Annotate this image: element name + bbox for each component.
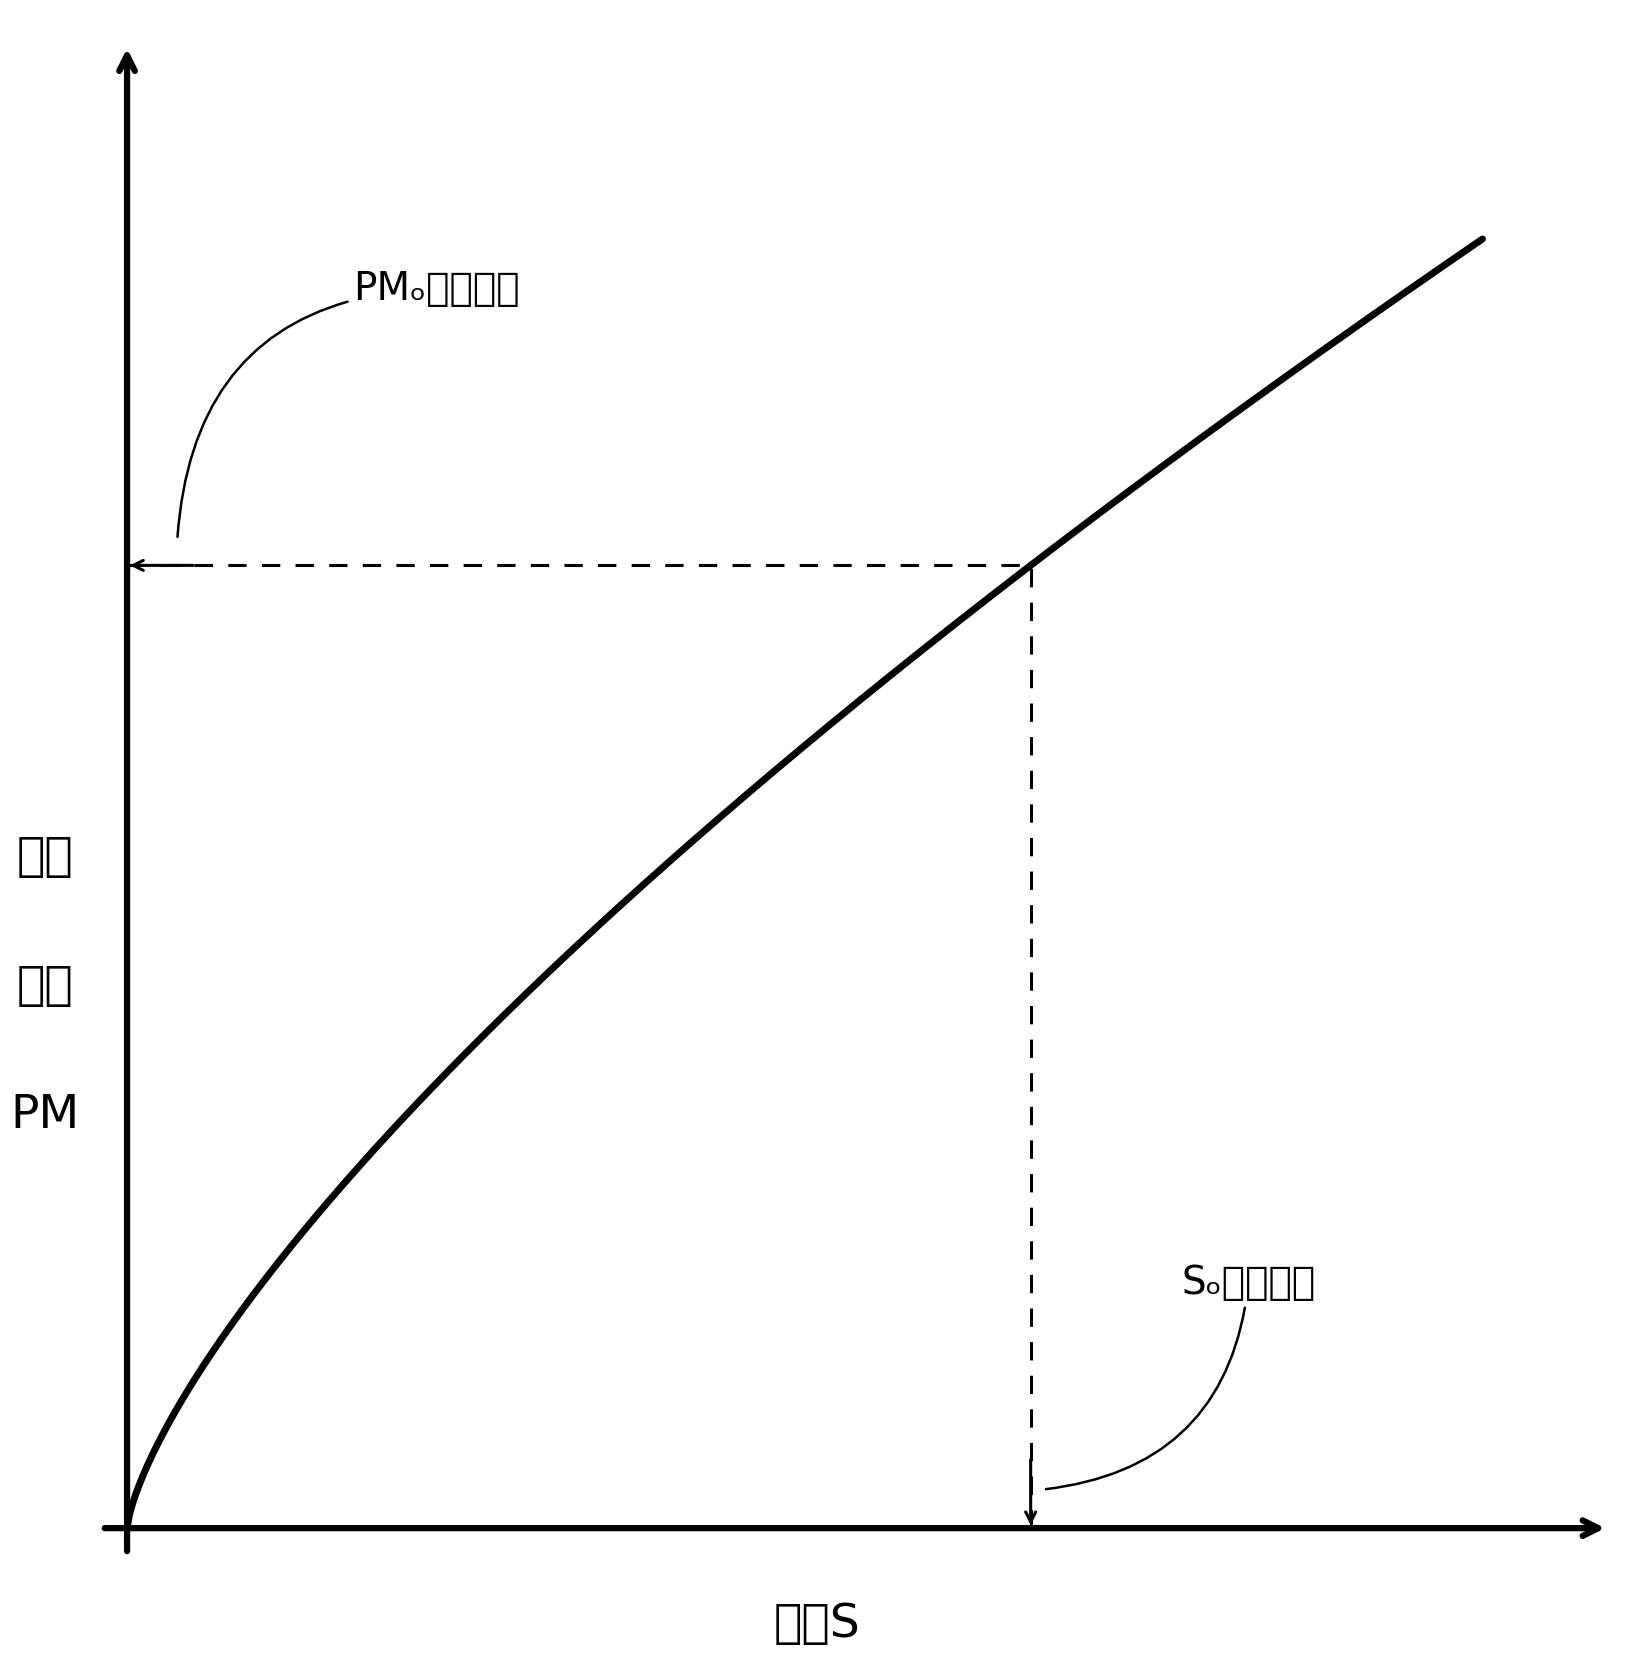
Text: Sₒ额定滑差: Sₒ额定滑差 xyxy=(1046,1265,1314,1489)
Text: 滑差S: 滑差S xyxy=(774,1602,860,1647)
Text: 输出: 输出 xyxy=(16,963,74,1008)
Text: 机械: 机械 xyxy=(16,835,74,880)
Text: PMₒ额定输出: PMₒ额定输出 xyxy=(177,270,520,537)
Text: PM: PM xyxy=(11,1093,80,1138)
